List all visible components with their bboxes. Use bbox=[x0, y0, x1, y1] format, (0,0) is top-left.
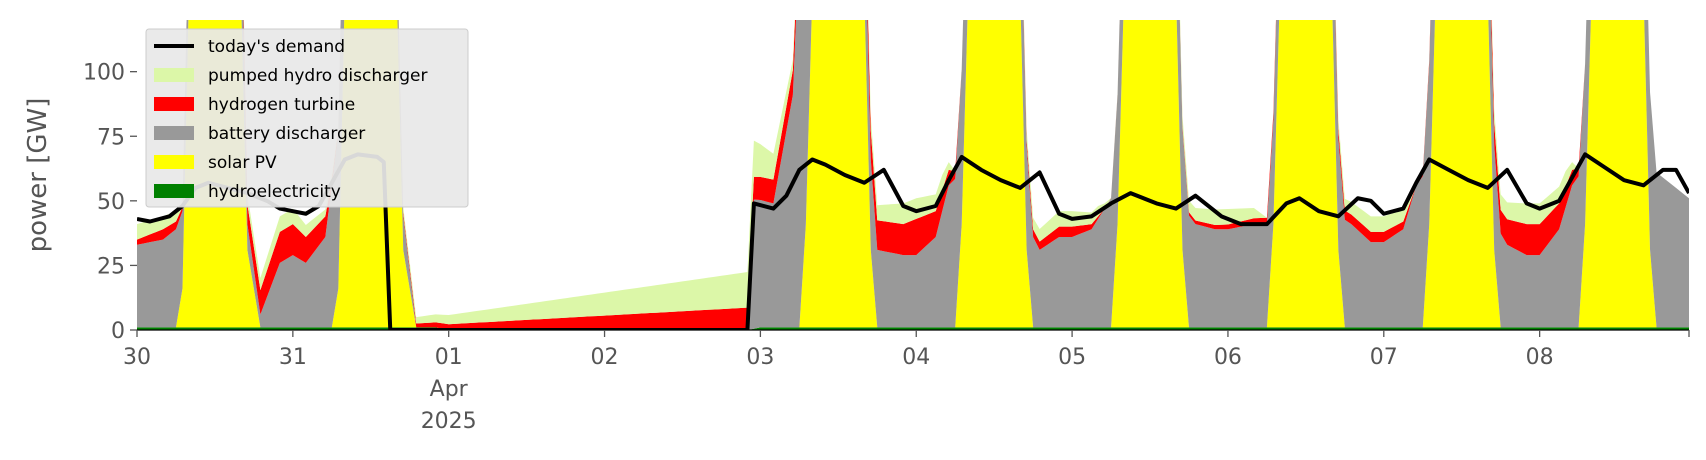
legend-item-pumped-hydro-discharger: pumped hydro discharger bbox=[154, 66, 427, 86]
x-tick-label: 31 bbox=[279, 345, 307, 370]
legend-swatch bbox=[154, 97, 194, 111]
x-tick-label: 05 bbox=[1058, 345, 1086, 370]
y-tick-label: 0 bbox=[111, 319, 125, 344]
legend-label: solar PV bbox=[208, 153, 277, 173]
x-tick-label: 30 bbox=[123, 345, 151, 370]
x-tick-label: 06 bbox=[1214, 345, 1242, 370]
legend-swatch bbox=[154, 68, 194, 82]
x-tick-label: 08 bbox=[1526, 345, 1554, 370]
legend-label: pumped hydro discharger bbox=[208, 66, 427, 86]
y-tick-label: 75 bbox=[97, 125, 125, 150]
x-tick-label: 07 bbox=[1370, 345, 1398, 370]
y-tick-label: 25 bbox=[97, 254, 125, 279]
x-tick-sublabel: Apr bbox=[430, 377, 469, 402]
area-battery-discharger bbox=[137, 20, 1689, 330]
legend-label: battery discharger bbox=[208, 124, 365, 144]
legend-item-solar-pv: solar PV bbox=[154, 153, 277, 173]
legend: today's demand pumped hydro discharger hyd… bbox=[145, 28, 469, 208]
x-tick-sublabel: 2025 bbox=[421, 409, 477, 434]
y-axis-label: power [GW] bbox=[23, 98, 53, 253]
x-tick-label: 04 bbox=[902, 345, 930, 370]
area-solar-pv bbox=[137, 20, 1689, 330]
legend-item-today-s-demand: today's demand bbox=[154, 37, 345, 57]
axes: 0 25 50 75 100 30 31 01 Apr 2025 02 03 04 05 06 07 08 pow… bbox=[23, 61, 1690, 434]
legend-box bbox=[145, 28, 469, 208]
legend-label: today's demand bbox=[208, 37, 345, 57]
y-tick-label: 100 bbox=[83, 61, 125, 86]
y-tick-label: 50 bbox=[97, 190, 125, 215]
legend-label: hydrogen turbine bbox=[208, 95, 355, 115]
x-tick-label: 02 bbox=[591, 345, 619, 370]
x-tick-label: 01 bbox=[435, 345, 463, 370]
legend-swatch bbox=[154, 184, 194, 198]
x-tick-label: 03 bbox=[746, 345, 774, 370]
legend-item-hydroelectricity: hydroelectricity bbox=[154, 182, 341, 202]
legend-swatch bbox=[154, 126, 194, 140]
legend-label: hydroelectricity bbox=[208, 182, 341, 202]
legend-item-hydrogen-turbine: hydrogen turbine bbox=[154, 95, 355, 115]
legend-swatch bbox=[154, 155, 194, 169]
legend-item-battery-discharger: battery discharger bbox=[154, 124, 365, 144]
